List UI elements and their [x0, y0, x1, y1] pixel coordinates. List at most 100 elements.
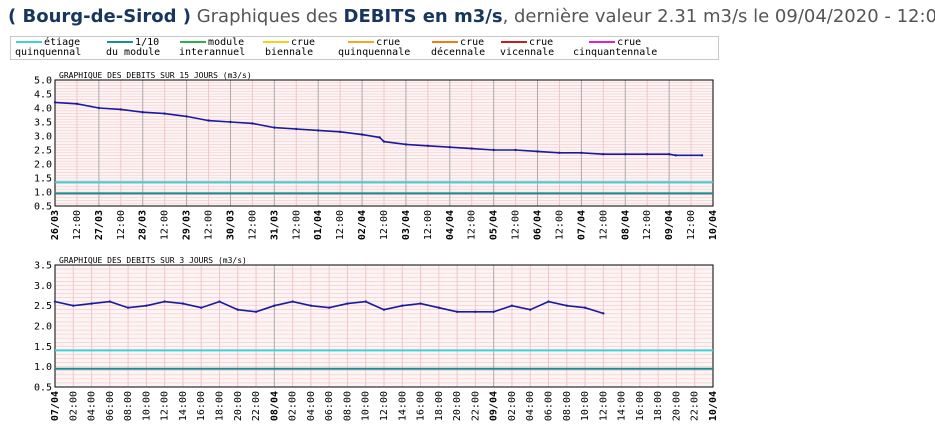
- legend-label: crue: [617, 37, 642, 48]
- legend-swatch: [16, 41, 43, 43]
- data-point: [667, 153, 671, 156]
- data-point: [185, 115, 188, 118]
- data-point: [455, 310, 459, 313]
- legend-swatch: [589, 41, 616, 43]
- legend-label: biennale: [264, 47, 314, 58]
- x-tick-label: 29/03: [182, 210, 193, 240]
- legend-label: quinquennale: [338, 47, 411, 58]
- data-point: [646, 153, 649, 156]
- data-point: [108, 300, 112, 303]
- x-tick-label: 12:00: [467, 210, 478, 240]
- plot-frame: [54, 264, 714, 388]
- x-tick-label: 16:00: [416, 391, 427, 421]
- x-tick-label: 14:00: [178, 391, 189, 421]
- x-tick-label: 18:00: [215, 391, 226, 421]
- y-tick-label: 1.0: [34, 188, 52, 199]
- data-point: [529, 308, 532, 311]
- data-point: [700, 154, 704, 157]
- legend-label: crue: [376, 37, 401, 48]
- x-tick-label: 10/04: [708, 391, 719, 421]
- data-point: [273, 126, 276, 129]
- x-tick-label: 01/04: [313, 210, 324, 240]
- data-point: [236, 308, 239, 311]
- x-tick-label: 06/04: [533, 210, 544, 240]
- legend-swatch: [348, 41, 375, 43]
- x-tick-label: 31/03: [269, 210, 280, 240]
- data-point: [295, 127, 298, 131]
- legend-swatch: [432, 41, 459, 43]
- x-tick-label: 05/04: [489, 210, 500, 240]
- legend-item: 1/10 du module: [106, 38, 160, 58]
- x-tick-label: 20:00: [233, 391, 244, 421]
- data-point: [53, 300, 57, 303]
- x-tick-label: 30/03: [225, 210, 236, 240]
- data-point: [163, 112, 166, 115]
- x-tick-label: 08:00: [342, 391, 353, 421]
- data-point: [207, 119, 210, 122]
- x-tick-label: 12:00: [160, 210, 171, 240]
- x-tick-label: 08:00: [123, 391, 134, 421]
- x-tick-label: 06:00: [544, 391, 555, 421]
- data-point: [378, 136, 381, 139]
- x-tick-label: 04:00: [306, 391, 317, 421]
- x-tick-label: 22:00: [470, 391, 481, 421]
- y-tick-label: 2.5: [34, 146, 52, 157]
- legend-label: décennale: [431, 47, 486, 58]
- data-point: [119, 108, 123, 111]
- data-point: [317, 129, 320, 132]
- data-point: [624, 153, 627, 156]
- x-tick-label: 22:00: [690, 391, 701, 421]
- data-point: [558, 151, 561, 154]
- legend-label: étiage: [44, 37, 81, 48]
- y-tick-label: 3.5: [34, 118, 52, 129]
- x-tick-label: 02:00: [507, 391, 518, 421]
- legend-label: crue: [460, 37, 485, 48]
- y-tick-label: 2.5: [34, 301, 52, 312]
- x-tick-label: 12:00: [423, 210, 434, 240]
- data-point: [474, 310, 477, 313]
- x-tick-label: 16:00: [196, 391, 207, 421]
- legend-label: crue: [291, 37, 316, 48]
- data-point: [382, 308, 386, 311]
- x-tick-label: 04/04: [445, 210, 456, 240]
- data-point: [327, 306, 331, 309]
- chart-title: GRAPHIQUE DES DEBITS SUR 15 JOURS (m3/s): [59, 71, 252, 80]
- data-point: [254, 310, 258, 313]
- data-point: [364, 300, 367, 303]
- x-tick-label: 09/04: [664, 210, 675, 240]
- legend-swatch: [180, 41, 207, 43]
- data-point: [547, 300, 550, 303]
- x-tick-label: 10:00: [141, 391, 152, 421]
- x-tick-label: 03/04: [401, 210, 412, 240]
- data-point: [181, 302, 185, 305]
- data-point: [470, 147, 473, 150]
- x-tick-label: 12:00: [204, 210, 215, 240]
- title-last-value: , dernière valeur 2.31 m3/s le 09/04/202…: [502, 6, 935, 27]
- x-tick-label: 08/04: [620, 210, 631, 240]
- data-point: [602, 153, 605, 156]
- data-point: [583, 306, 587, 309]
- legend-label: 1/10: [135, 37, 160, 48]
- data-point: [360, 133, 364, 136]
- x-tick-label: 07/04: [576, 210, 587, 240]
- y-tick-label: 5.0: [34, 76, 52, 87]
- x-tick-label: 12:00: [554, 210, 565, 240]
- title-measure: DEBITS en m3/s: [343, 6, 503, 27]
- data-point: [97, 106, 101, 110]
- data-point: [273, 304, 276, 307]
- legend-item: crue vicennale: [500, 38, 554, 58]
- x-tick-label: 12:00: [379, 210, 390, 240]
- data-point: [437, 306, 441, 309]
- data-point: [602, 312, 605, 315]
- data-point: [419, 302, 422, 305]
- y-tick-label: 4.0: [34, 104, 52, 115]
- legend-item: crue cinquantennale: [573, 38, 657, 58]
- y-tick-label: 0.5: [34, 383, 52, 394]
- data-point: [492, 310, 495, 313]
- x-tick-label: 18:00: [653, 391, 664, 421]
- legend-label: crue: [529, 37, 554, 48]
- x-tick-label: 02:00: [288, 391, 299, 421]
- x-tick-label: 18:00: [434, 391, 445, 421]
- data-point: [141, 111, 144, 114]
